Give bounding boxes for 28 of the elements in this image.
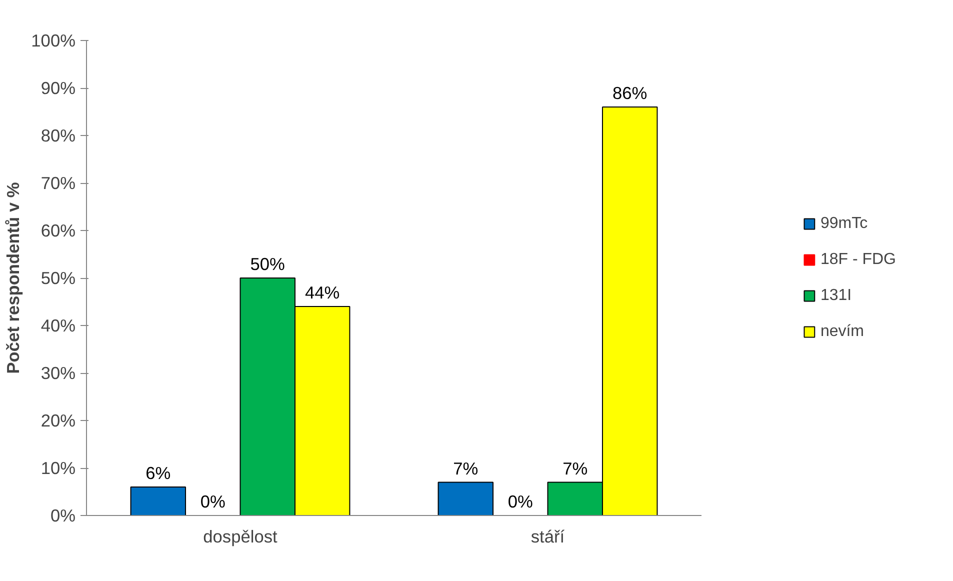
data-label: 44%	[305, 282, 340, 302]
data-label: 0%	[508, 492, 533, 512]
x-tick-label: stáří	[530, 526, 565, 546]
y-tick-label: 20%	[40, 410, 76, 430]
legend-label: 99mTc	[820, 214, 868, 232]
y-tick-label: 50%	[40, 268, 76, 288]
legend-label: 18F - FDG	[820, 250, 896, 268]
y-tick-label: 60%	[40, 220, 76, 240]
x-tick-label: dospělost	[203, 526, 278, 546]
bar	[438, 482, 494, 516]
data-label: 7%	[453, 458, 478, 478]
data-label: 50%	[250, 254, 285, 274]
y-tick-label: 70%	[40, 173, 76, 193]
y-axis-title: Počet respondentů v %	[3, 182, 24, 374]
y-tick-label: 0%	[50, 506, 76, 526]
data-label: 6%	[146, 463, 171, 483]
y-tick-label: 80%	[40, 126, 76, 146]
bar	[130, 486, 186, 516]
y-tick-label: 10%	[40, 458, 76, 478]
data-label: 86%	[612, 83, 648, 103]
y-tick-label: 90%	[40, 78, 76, 98]
y-tick-label: 40%	[40, 316, 76, 336]
legend-label: nevím	[820, 322, 864, 340]
data-label: 0%	[200, 492, 226, 512]
legend-label: 131I	[820, 286, 852, 304]
data-label: 7%	[562, 458, 588, 478]
y-tick-label: 30%	[40, 363, 76, 383]
y-tick-label: 100%	[31, 30, 76, 50]
